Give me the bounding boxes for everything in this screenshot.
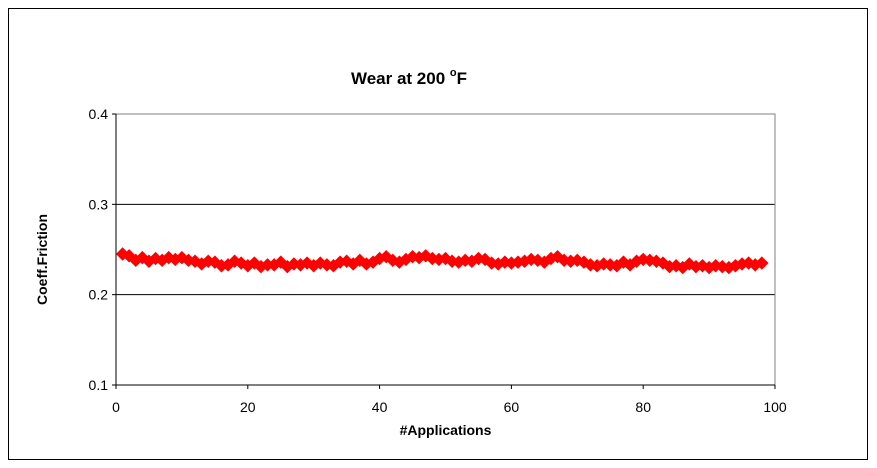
y-tick-label: 0.1 bbox=[89, 377, 109, 393]
y-tick-label: 0.3 bbox=[89, 196, 109, 212]
y-tick-label: 0.4 bbox=[89, 106, 109, 122]
y-axis-label: Coeff.Friction bbox=[34, 214, 50, 305]
x-tick-label: 40 bbox=[372, 399, 388, 415]
x-axis-label: #Applications bbox=[400, 422, 492, 438]
plot-area bbox=[115, 113, 776, 386]
x-tick-label: 20 bbox=[240, 399, 256, 415]
data-point bbox=[478, 252, 492, 267]
x-tick-label: 100 bbox=[763, 399, 787, 415]
data-point bbox=[755, 256, 769, 270]
chart-area: Wear at 200 oF 0.1 0.2 0.3 0.4 0 20 40 60 80 100 … bbox=[8, 8, 868, 460]
x-tick-label: 0 bbox=[112, 399, 120, 415]
y-tick-label: 0.2 bbox=[89, 287, 109, 303]
data-point bbox=[188, 254, 202, 268]
x-tick-label: 60 bbox=[504, 399, 520, 415]
axis-ticks: 0.1 0.2 0.3 0.4 0 20 40 60 80 100 bbox=[89, 106, 787, 415]
chart-title-superscript: o bbox=[450, 67, 457, 79]
x-tick-label: 80 bbox=[635, 399, 651, 415]
gridlines bbox=[116, 203, 775, 296]
chart-title-suffix: F bbox=[457, 69, 467, 88]
chart-svg: Wear at 200 oF 0.10.20.30.40 20 40 60 80 100 … bbox=[34, 67, 787, 438]
data-point bbox=[339, 254, 354, 268]
data-points bbox=[115, 247, 769, 275]
chart-title: Wear at 200 oF bbox=[351, 67, 467, 88]
